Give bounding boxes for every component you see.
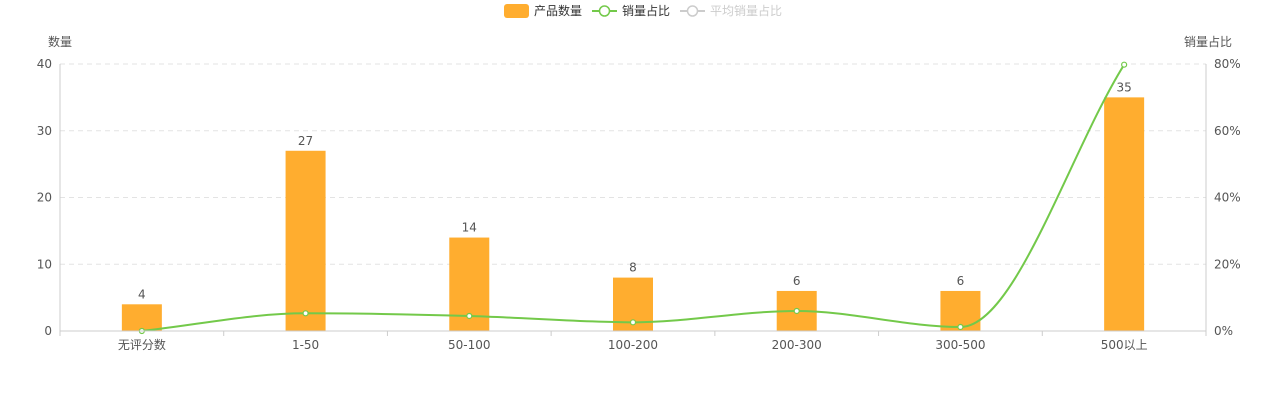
bar-series — [121, 97, 1145, 331]
y-left-tick-label: 10 — [37, 257, 52, 271]
y-left-tick-label: 0 — [44, 324, 52, 338]
y-right-tick-label: 0% — [1214, 324, 1233, 338]
legend-line-marker — [598, 5, 611, 17]
legend-item[interactable]: 平均销量占比 — [680, 3, 782, 18]
y-left-tick-label: 20 — [37, 191, 52, 205]
y-left-tick-label: 40 — [37, 57, 52, 71]
y-axis-right-title: 销量占比 — [1184, 34, 1232, 49]
x-tick-label: 50-100 — [448, 338, 491, 352]
bar-value-label: 35 — [1117, 80, 1132, 94]
bar-value-label: 27 — [298, 134, 313, 148]
axes: 0 0% 10 20% 20 40% 30 60% 40 80% 无评分数 1-50 50-100 100… — [37, 57, 1241, 352]
legend-label: 产品数量 — [534, 3, 582, 18]
bar-value-label: 6 — [793, 274, 801, 288]
y-right-tick-label: 20% — [1214, 257, 1241, 271]
line-point[interactable] — [1121, 61, 1128, 68]
line-point[interactable] — [957, 323, 964, 331]
legend-item[interactable]: 销量占比 — [592, 3, 670, 18]
legend-bar-swatch — [504, 4, 529, 18]
bar-value-labels: 4 27 14 8 6 6 35 — [138, 80, 1132, 301]
line-series — [138, 61, 1128, 335]
legend: 产品数量 销量占比 平均销量占比 — [504, 3, 782, 18]
x-tick-label: 无评分数 — [118, 337, 166, 352]
grid-lines — [60, 63, 1206, 265]
y-left-tick-label: 30 — [37, 124, 52, 138]
line-point[interactable] — [629, 319, 637, 326]
x-tick-label: 500以上 — [1101, 338, 1148, 352]
bar[interactable] — [1104, 97, 1145, 331]
x-tick-label: 100-200 — [608, 338, 658, 352]
bar-value-label: 4 — [138, 287, 146, 301]
y-right-tick-label: 80% — [1214, 57, 1241, 71]
legend-label: 平均销量占比 — [710, 3, 782, 18]
x-tick-label: 300-500 — [935, 338, 985, 352]
line-point[interactable] — [793, 307, 800, 315]
bar-value-label: 6 — [957, 274, 965, 288]
bar[interactable] — [121, 304, 162, 331]
bar-value-label: 8 — [629, 261, 637, 275]
bar[interactable] — [285, 150, 326, 331]
x-tick-label: 200-300 — [772, 338, 822, 352]
x-tick-label: 1-50 — [292, 338, 319, 352]
legend-label: 销量占比 — [622, 3, 670, 18]
legend-item[interactable]: 产品数量 — [504, 3, 582, 18]
y-right-tick-label: 40% — [1214, 191, 1241, 205]
line-point[interactable] — [302, 310, 309, 317]
y-right-tick-label: 60% — [1214, 124, 1241, 138]
legend-line-marker — [686, 5, 699, 17]
y-axis-left-title: 数量 — [48, 34, 72, 49]
bar-value-label: 14 — [462, 221, 477, 235]
line-point[interactable] — [466, 312, 473, 320]
